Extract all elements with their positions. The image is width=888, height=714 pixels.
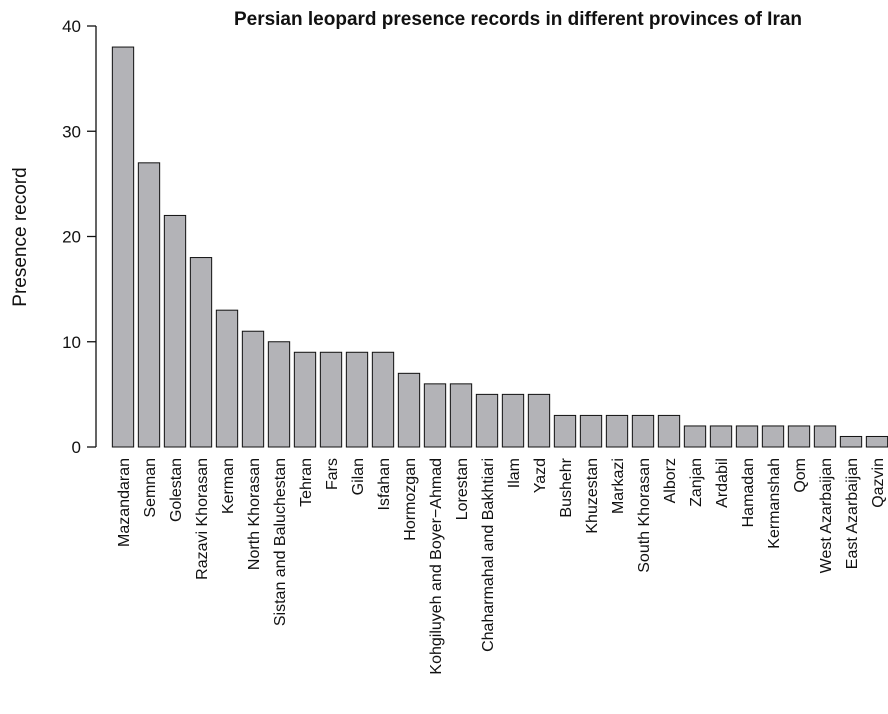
x-category-label: Kerman <box>220 458 237 514</box>
x-category-label: Isfahan <box>376 458 393 510</box>
x-category-label: Tehran <box>298 458 315 507</box>
bar <box>605 414 629 448</box>
x-category-label: East Azarbaijan <box>844 458 861 569</box>
x-category-label: Semnan <box>142 458 159 518</box>
bar <box>813 425 837 448</box>
x-category-label: Gilan <box>350 458 367 495</box>
bar <box>631 414 655 448</box>
bar <box>657 414 681 448</box>
x-category-label: Golestan <box>168 458 185 522</box>
bar <box>709 425 733 448</box>
bar <box>371 351 395 448</box>
bar <box>189 257 213 448</box>
bars-group <box>111 46 888 448</box>
x-category-label: Sistan and Baluchestan <box>272 458 289 626</box>
y-tick-label: 30 <box>62 122 81 141</box>
bar <box>423 383 447 448</box>
bar <box>267 341 291 448</box>
x-category-label: Bushehr <box>558 457 575 517</box>
bar <box>449 383 473 448</box>
bar <box>501 393 525 448</box>
x-category-label: Kohgiluyeh and Boyer−Ahmad <box>428 458 445 675</box>
bar <box>839 435 863 448</box>
x-category-label: South Khorasan <box>636 458 653 573</box>
bar <box>111 46 135 448</box>
bar <box>553 414 577 448</box>
bar <box>683 425 707 448</box>
x-category-label: Chaharmahal and Bakhtiari <box>480 458 497 652</box>
bar <box>319 351 343 448</box>
x-category-label: Mazandaran <box>116 458 133 547</box>
x-category-label: Qazvin <box>870 458 887 508</box>
bar <box>475 393 499 448</box>
x-category-label: Ardabil <box>714 458 731 508</box>
x-category-label: Kermanshah <box>766 458 783 549</box>
bar <box>787 425 811 448</box>
y-tick-label: 10 <box>62 333 81 352</box>
bar <box>761 425 785 448</box>
x-category-label: Hormozgan <box>402 458 419 541</box>
bar <box>579 414 603 448</box>
x-category-label: Fars <box>324 458 341 490</box>
y-tick-label: 20 <box>62 228 81 247</box>
chart-title: Persian leopard presence records in diff… <box>234 9 802 30</box>
bar <box>215 309 239 448</box>
bar <box>293 351 317 448</box>
bar <box>865 435 888 448</box>
y-tick-label: 40 <box>62 17 81 36</box>
bar <box>241 330 265 448</box>
x-category-label: Markazi <box>610 458 627 514</box>
x-category-label: Lorestan <box>454 458 471 520</box>
x-category-label: Ilam <box>506 458 523 488</box>
x-category-label: North Khorasan <box>246 458 263 570</box>
bar <box>735 425 759 448</box>
y-tick-label: 0 <box>72 438 81 457</box>
bar <box>527 393 551 448</box>
bar <box>163 214 187 448</box>
x-category-label: Zanjan <box>688 458 705 507</box>
x-category-label: Yazd <box>532 458 549 493</box>
x-category-label: Alborz <box>662 458 679 503</box>
x-category-label: Qom <box>792 458 809 493</box>
x-category-label: Khuzestan <box>584 458 601 534</box>
bar <box>397 372 421 448</box>
x-category-label: Razavi Khorasan <box>194 458 211 580</box>
bar <box>137 162 161 448</box>
x-category-label: West Azarbaijan <box>818 458 835 573</box>
y-axis-label: Presence record <box>10 167 31 306</box>
category-labels-group: Mazandaran Semnan Golestan Razavi Khorasan K… <box>116 457 887 674</box>
bar <box>345 351 369 448</box>
x-category-label: Hamadan <box>740 458 757 527</box>
y-axis: 0 10 20 30 40 <box>62 17 97 457</box>
